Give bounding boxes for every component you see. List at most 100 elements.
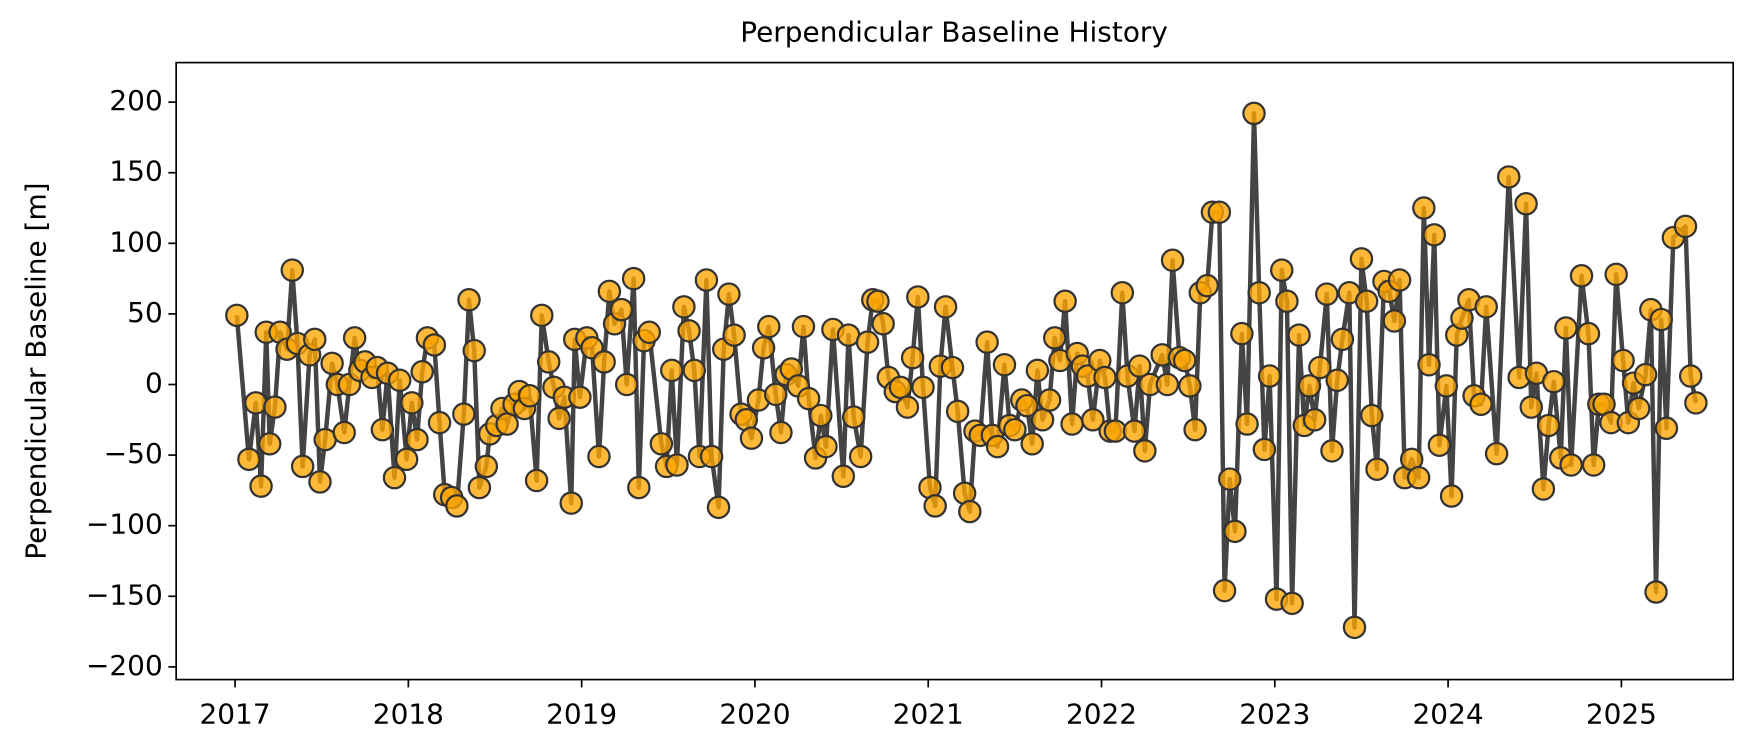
data-point (524, 468, 549, 493)
data-point (225, 303, 249, 328)
data-point (547, 406, 571, 431)
data-point (530, 303, 554, 328)
data-point (394, 447, 419, 472)
data-point (1684, 391, 1708, 415)
data-point (888, 375, 913, 400)
data-point (906, 285, 930, 309)
x-tick-label: 2024 (1413, 697, 1484, 730)
data-point (495, 412, 519, 436)
data-point (1542, 369, 1566, 394)
data-point (1155, 372, 1180, 397)
data-point (1218, 467, 1242, 491)
data-point (627, 475, 651, 500)
data-point (1302, 408, 1327, 432)
data-point (536, 350, 561, 374)
data-point (1308, 355, 1332, 380)
y-tick-label: −200 (86, 649, 163, 682)
data-point (1673, 214, 1698, 239)
data-point (672, 295, 696, 319)
y-tick-label: −100 (86, 508, 163, 541)
data-point (1626, 396, 1651, 421)
data-point (1439, 484, 1464, 508)
data-point (1678, 364, 1703, 388)
data-point (614, 372, 639, 397)
data-point (1003, 417, 1027, 442)
data-point (1354, 289, 1379, 313)
data-point (342, 326, 367, 350)
data-point (1133, 439, 1157, 463)
data-point (467, 475, 492, 500)
data-point (280, 258, 304, 282)
data-point (809, 403, 833, 428)
data-point (841, 405, 866, 429)
data-point (1330, 327, 1355, 352)
data-point (1365, 457, 1389, 481)
data-point (1320, 439, 1344, 463)
data-point (1235, 412, 1259, 436)
data-point (1514, 192, 1538, 216)
data-point (992, 352, 1017, 377)
data-point (1342, 615, 1367, 640)
data-point (900, 345, 925, 370)
data-point (517, 384, 542, 408)
data-point (1469, 392, 1493, 417)
data-point (855, 330, 880, 354)
data-point (320, 351, 344, 376)
data-point (677, 319, 701, 343)
x-tick-label: 2021 (893, 697, 964, 730)
data-point (796, 386, 821, 411)
data-point (452, 402, 476, 426)
data-point (1569, 264, 1594, 288)
data-point (249, 474, 273, 498)
data-point (1242, 101, 1266, 126)
data-point (1387, 268, 1412, 292)
data-point (769, 420, 793, 445)
data-point (257, 432, 282, 456)
data-point (722, 323, 746, 347)
y-tick-label: −50 (104, 437, 163, 470)
data-point (1519, 395, 1544, 419)
data-point (1406, 465, 1431, 490)
data-point (637, 320, 661, 344)
data-point (682, 358, 707, 383)
data-point (370, 417, 395, 442)
data-point (587, 444, 611, 469)
data-point (621, 266, 646, 291)
data-point (958, 499, 982, 524)
data-point (831, 464, 856, 489)
data-point (1122, 419, 1147, 443)
data-point (1649, 307, 1673, 332)
data-point (665, 453, 689, 477)
x-tick-label: 2020 (719, 697, 790, 730)
data-point (1349, 247, 1374, 271)
data-point (382, 465, 407, 490)
data-point (814, 434, 838, 459)
data-point (1015, 393, 1039, 418)
data-point (427, 410, 452, 435)
series-line (234, 111, 1699, 630)
data-point (474, 454, 499, 479)
data-point (422, 333, 447, 357)
y-tick-label: 200 (109, 84, 162, 117)
data-point (1611, 348, 1635, 373)
data-point (866, 289, 890, 313)
data-point (1030, 408, 1055, 432)
data-point (387, 368, 412, 393)
data-point (1230, 321, 1254, 346)
data-point (308, 470, 332, 494)
data-point (1297, 374, 1322, 398)
data-point (1037, 388, 1062, 412)
data-point (660, 358, 684, 383)
y-tick-label: 100 (109, 225, 162, 258)
data-point (1382, 309, 1407, 333)
data-point (1576, 321, 1601, 346)
data-point (1554, 316, 1578, 340)
y-tick-label: 150 (109, 155, 162, 188)
data-point (1172, 348, 1197, 373)
y-tick-label: −150 (86, 578, 163, 611)
data-point (1474, 295, 1498, 319)
data-point (848, 444, 873, 469)
data-point (332, 420, 356, 445)
data-point (1325, 368, 1349, 393)
